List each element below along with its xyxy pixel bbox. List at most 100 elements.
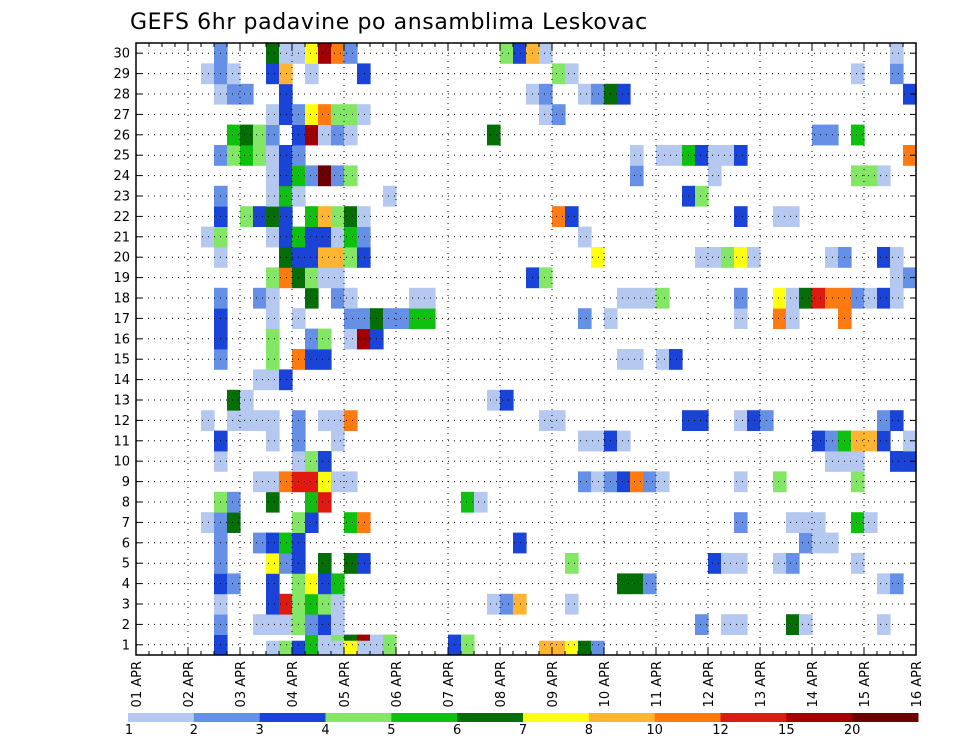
legend-swatch: [128, 713, 195, 722]
heatmap-cell: [318, 451, 332, 472]
heatmap-cells: [201, 43, 917, 656]
heatmap-cell: [279, 614, 293, 635]
heatmap-cell: [331, 247, 345, 268]
heatmap-cell: [851, 124, 865, 146]
heatmap-cell: [565, 553, 579, 574]
heatmap-cell: [344, 124, 358, 146]
heatmap-cell: [279, 63, 293, 85]
heatmap-cell: [383, 185, 397, 207]
heatmap-cell: [786, 614, 800, 635]
heatmap-cell: [695, 185, 709, 207]
heatmap-cell: [708, 247, 722, 268]
heatmap-cell: [266, 410, 280, 431]
heatmap-cell: [617, 83, 631, 105]
heatmap-cell: [851, 287, 865, 309]
heatmap-cell: [578, 471, 592, 493]
heatmap-cell: [890, 247, 904, 268]
heatmap-cell: [240, 145, 254, 166]
heatmap-cell: [773, 206, 787, 227]
heatmap-cell: [539, 267, 553, 289]
heatmap-cell: [331, 124, 345, 146]
y-tick-label: 20: [113, 251, 130, 266]
heatmap-cell: [331, 573, 345, 595]
heatmap-cell: [266, 185, 280, 207]
heatmap-cell: [825, 124, 839, 146]
heatmap-cell: [591, 471, 605, 493]
heatmap-cell: [305, 124, 319, 146]
heatmap-cell: [344, 247, 358, 268]
legend-swatch: [588, 713, 656, 722]
heatmap-cell: [500, 389, 514, 411]
heatmap-cell: [864, 430, 878, 452]
heatmap-cell: [903, 451, 917, 472]
x-tick-label: 12 APR: [702, 661, 717, 707]
x-tick-label: 03 APR: [234, 661, 249, 707]
heatmap-cell: [773, 308, 787, 329]
heatmap-cell: [552, 63, 566, 85]
heatmap-cell: [578, 430, 592, 452]
x-tick-label: 05 APR: [338, 661, 353, 707]
heatmap-cell: [656, 287, 670, 309]
heatmap-cell: [305, 328, 319, 350]
color-legend: 1 2 3 4 5 6 7 8 10 12 15 20: [125, 713, 919, 738]
legend-label: 10: [646, 723, 663, 738]
heatmap-cell: [578, 83, 592, 105]
heatmap-cell: [552, 104, 566, 125]
heatmap-cell: [851, 512, 865, 533]
heatmap-cell: [331, 410, 345, 431]
y-tick-label: 9: [122, 475, 130, 490]
heatmap-cell: [344, 410, 358, 431]
heatmap-cell: [734, 614, 748, 635]
heatmap-cell: [786, 206, 800, 227]
heatmap-cell: [253, 124, 267, 146]
heatmap-cell: [734, 145, 748, 166]
legend-swatch: [193, 713, 261, 722]
y-tick-label: 30: [113, 47, 130, 62]
heatmap-cell: [344, 43, 358, 64]
heatmap-cell: [890, 43, 904, 64]
heatmap-cell: [539, 104, 553, 125]
heatmap-cell: [279, 206, 293, 227]
heatmap-cell: [318, 349, 332, 370]
heatmap-cell: [565, 206, 579, 227]
heatmap-cell: [279, 247, 293, 268]
heatmap-cell: [266, 124, 280, 146]
heatmap-cell: [656, 471, 670, 493]
heatmap-cell: [240, 206, 254, 227]
heatmap-cell: [344, 165, 358, 187]
x-tick-label: 15 APR: [858, 661, 873, 707]
heatmap-cell: [331, 267, 345, 289]
heatmap-cell: [721, 614, 735, 635]
heatmap-cell: [357, 226, 371, 248]
heatmap-cell: [721, 247, 735, 268]
heatmap-cell: [318, 206, 332, 227]
heatmap-cell: [890, 287, 904, 309]
heatmap-cell: [812, 430, 826, 452]
y-tick-label: 17: [113, 312, 130, 327]
heatmap-cell: [227, 573, 241, 595]
heatmap-cell: [851, 451, 865, 472]
heatmap-cell: [578, 308, 592, 329]
heatmap-cell: [630, 165, 644, 187]
heatmap-cell: [617, 349, 631, 370]
heatmap-cell: [357, 640, 371, 656]
x-tick-label: 06 APR: [390, 661, 405, 707]
heatmap-cell: [344, 226, 358, 248]
heatmap-cell: [318, 226, 332, 248]
heatmap-cell: [825, 532, 839, 554]
y-tick-label: 11: [113, 434, 130, 449]
heatmap-cell: [591, 640, 605, 656]
heatmap-cell: [318, 593, 332, 615]
heatmap-cell: [578, 226, 592, 248]
heatmap-cell: [903, 83, 917, 105]
heatmap-cell: [851, 63, 865, 85]
heatmap-cell: [318, 410, 332, 431]
legend-label: 4: [321, 723, 329, 738]
heatmap-cell: [331, 104, 345, 125]
heatmap-cell: [318, 491, 332, 513]
y-tick-label: 8: [122, 496, 130, 511]
heatmap-cell: [279, 104, 293, 125]
heatmap-cell: [279, 226, 293, 248]
heatmap-cell: [331, 226, 345, 248]
heatmap-cell: [669, 349, 683, 370]
